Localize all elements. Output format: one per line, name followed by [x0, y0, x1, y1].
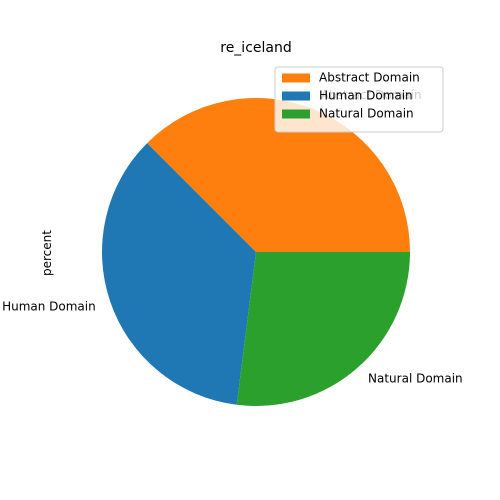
legend-label-human-domain: Human Domain — [319, 89, 413, 103]
pie-slice-abstract-domain — [147, 98, 410, 252]
pie-slice-natural-domain — [236, 252, 410, 406]
legend-swatch-natural-domain — [282, 109, 310, 119]
legend-label-abstract-domain: Abstract Domain — [319, 71, 420, 85]
legend-swatch-abstract-domain — [282, 73, 310, 83]
legend-frame — [274, 66, 444, 133]
legend: Abstract Domain Human Domain Natural Domai… — [274, 66, 444, 133]
legend-label-natural-domain: Natural Domain — [319, 107, 414, 121]
pie-label-human-domain: Human Domain — [2, 299, 96, 313]
chart-title: re_iceland — [220, 40, 292, 56]
legend-entries: Abstract Domain Human Domain Natural Domai… — [282, 71, 420, 121]
pie-slices — [102, 98, 410, 406]
y-axis-label: percent — [40, 230, 54, 276]
pie-label-natural-domain: Natural Domain — [368, 372, 463, 386]
pie-slice-human-domain — [102, 143, 257, 405]
legend-swatch-human-domain — [282, 91, 310, 101]
